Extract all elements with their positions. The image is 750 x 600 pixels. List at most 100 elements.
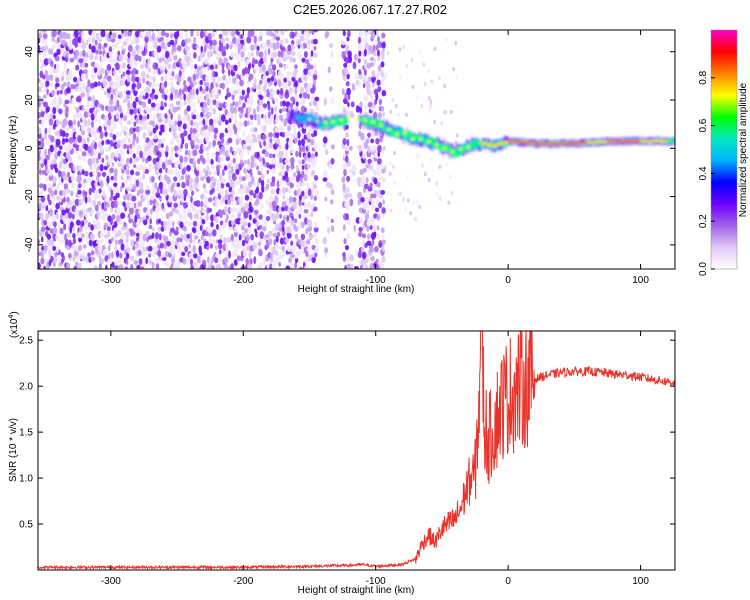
spectrogram-noise-cell: [172, 132, 178, 140]
spectrogram-noise-cell: [89, 23, 92, 30]
spectrogram-noise-cell: [186, 170, 190, 175]
spectrogram-noise-cell: [183, 202, 188, 209]
spectrogram-noise-cell: [40, 163, 44, 168]
spectrogram-noise-cell: [265, 239, 269, 245]
spectrogram-noise-cell: [200, 200, 204, 208]
spectrogram-noise-cell: [239, 159, 244, 164]
spectrogram-noise-cell: [169, 50, 172, 57]
spectrogram-noise-cell: [240, 206, 246, 214]
spectrogram-noise-cell: [158, 22, 163, 30]
spectrogram-noise-cell: [311, 253, 315, 258]
spectrogram-noise-cell: [371, 70, 376, 78]
spectrogram-noise-cell: [212, 229, 217, 237]
spectrogram-noise-cell: [314, 189, 319, 197]
spectrogram-noise-cell: [205, 92, 209, 101]
spectrogram-noise-cell: [272, 189, 277, 195]
spectrogram-noise-cell: [296, 50, 301, 58]
spectrogram-noise-cell: [314, 96, 320, 102]
spectrogram-ridge-cell: [487, 145, 492, 149]
spectrogram-noise-cell: [170, 32, 174, 39]
spectrogram-noise-cell: [192, 30, 196, 32]
spectrogram-noise-cell: [233, 163, 236, 170]
spectrogram-noise-cell: [113, 42, 119, 49]
spectrogram-noise-cell: [182, 214, 187, 220]
spectrogram-noise-cell: [416, 199, 419, 204]
spectrogram-noise-cell: [212, 77, 216, 84]
spectrogram-noise-cell: [119, 120, 123, 127]
spectrogram-noise-cell: [148, 260, 153, 265]
spectrogram-noise-cell: [94, 193, 98, 201]
spectrogram-noise-cell: [208, 197, 213, 203]
spectrogram-noise-cell: [125, 90, 131, 95]
spectrogram-noise-cell: [126, 120, 132, 125]
spectrogram-noise-cell: [211, 187, 215, 194]
spectrogram-noise-cell: [143, 218, 148, 226]
spectrogram-noise-cell: [68, 69, 73, 77]
spectrogram-noise-cell: [233, 259, 238, 266]
spectrogram-noise-cell: [272, 42, 277, 51]
spectrogram-noise-cell: [155, 124, 159, 131]
spectrogram-noise-cell: [192, 220, 198, 227]
spectrogram-noise-cell: [449, 174, 452, 179]
spectrogram-noise-cell: [187, 208, 191, 214]
spectrogram-noise-cell: [200, 45, 204, 53]
spectrogram-noise-cell: [313, 52, 318, 58]
spectrogram-noise-cell: [42, 33, 48, 40]
spectrogram-noise-cell: [233, 64, 238, 72]
spectrogram-noise-cell: [99, 238, 104, 244]
spectrogram-noise-cell: [95, 156, 100, 164]
spectrogram-noise-cell: [128, 217, 134, 224]
spectrogram-noise-cell: [113, 185, 117, 194]
spectrogram-noise-cell: [364, 196, 369, 202]
spectrogram-noise-cell: [249, 170, 253, 178]
spectrogram-noise-cell: [170, 112, 173, 120]
spectrogram-noise-cell: [273, 77, 277, 83]
spectrogram-noise-cell: [90, 61, 96, 68]
spectrogram-noise-cell: [135, 221, 141, 227]
spectrogram-noise-cell: [144, 62, 149, 69]
spectrogram-noise-cell: [69, 23, 72, 30]
spectrogram-noise-cell: [427, 96, 431, 101]
spectrogram-noise-cell: [259, 160, 264, 169]
spectrogram-noise-cell: [218, 224, 222, 232]
spectrogram-noise-cell: [210, 82, 214, 90]
spectrogram-noise-cell: [98, 24, 103, 29]
spectrogram-noise-cell: [38, 245, 42, 253]
spectrogram-noise-cell: [103, 42, 108, 48]
spectrogram-noise-cell: [288, 167, 293, 173]
spectrogram-noise-cell: [68, 120, 73, 127]
spectrogram-noise-cell: [125, 236, 129, 244]
spectrogram-noise-cell: [138, 30, 143, 33]
spectrogram-noise-cell: [78, 80, 82, 89]
spectrogram-noise-cell: [187, 76, 192, 83]
spectrogram-noise-cell: [63, 183, 69, 190]
spectrogram-noise-cell: [229, 196, 234, 203]
spectrogram-noise-cell: [157, 151, 162, 158]
spectrogram-ridge-cell: [326, 123, 332, 127]
spectrogram-noise-cell: [178, 69, 182, 77]
spectrogram-noise-cell: [304, 202, 307, 209]
spectrogram-noise-cell: [167, 159, 173, 166]
spectrogram-noise-cell: [235, 79, 239, 87]
spectrogram-noise-cell: [366, 240, 372, 246]
spectrogram-noise-cell: [256, 186, 259, 192]
spectrogram-noise-cell: [272, 153, 276, 159]
spectrogram-noise-cell: [97, 118, 101, 124]
spectrogram-noise-cell: [61, 130, 66, 138]
spectrogram-noise-cell: [251, 57, 256, 65]
spectrogram-noise-cell: [373, 224, 377, 233]
spectrogram-noise-cell: [111, 213, 116, 220]
spectrogram-noise-cell: [109, 128, 114, 133]
spectrogram-noise-cell: [381, 233, 385, 240]
spectrogram-noise-cell: [122, 194, 127, 201]
spectrogram-noise-cell: [429, 103, 433, 108]
spectrogram-noise-cell: [43, 265, 46, 269]
spectrogram-ridge-peak: [371, 120, 375, 124]
spectrogram-noise-cell: [148, 149, 154, 155]
spectrogram-noise-cell: [227, 206, 231, 215]
spectrogram-noise-cell: [158, 181, 164, 190]
spectrogram-noise-cell: [246, 175, 251, 180]
spectrogram-noise-cell: [90, 209, 95, 214]
spectrogram-noise-cell: [247, 158, 250, 166]
spectrogram-ridge-peak: [419, 138, 423, 142]
